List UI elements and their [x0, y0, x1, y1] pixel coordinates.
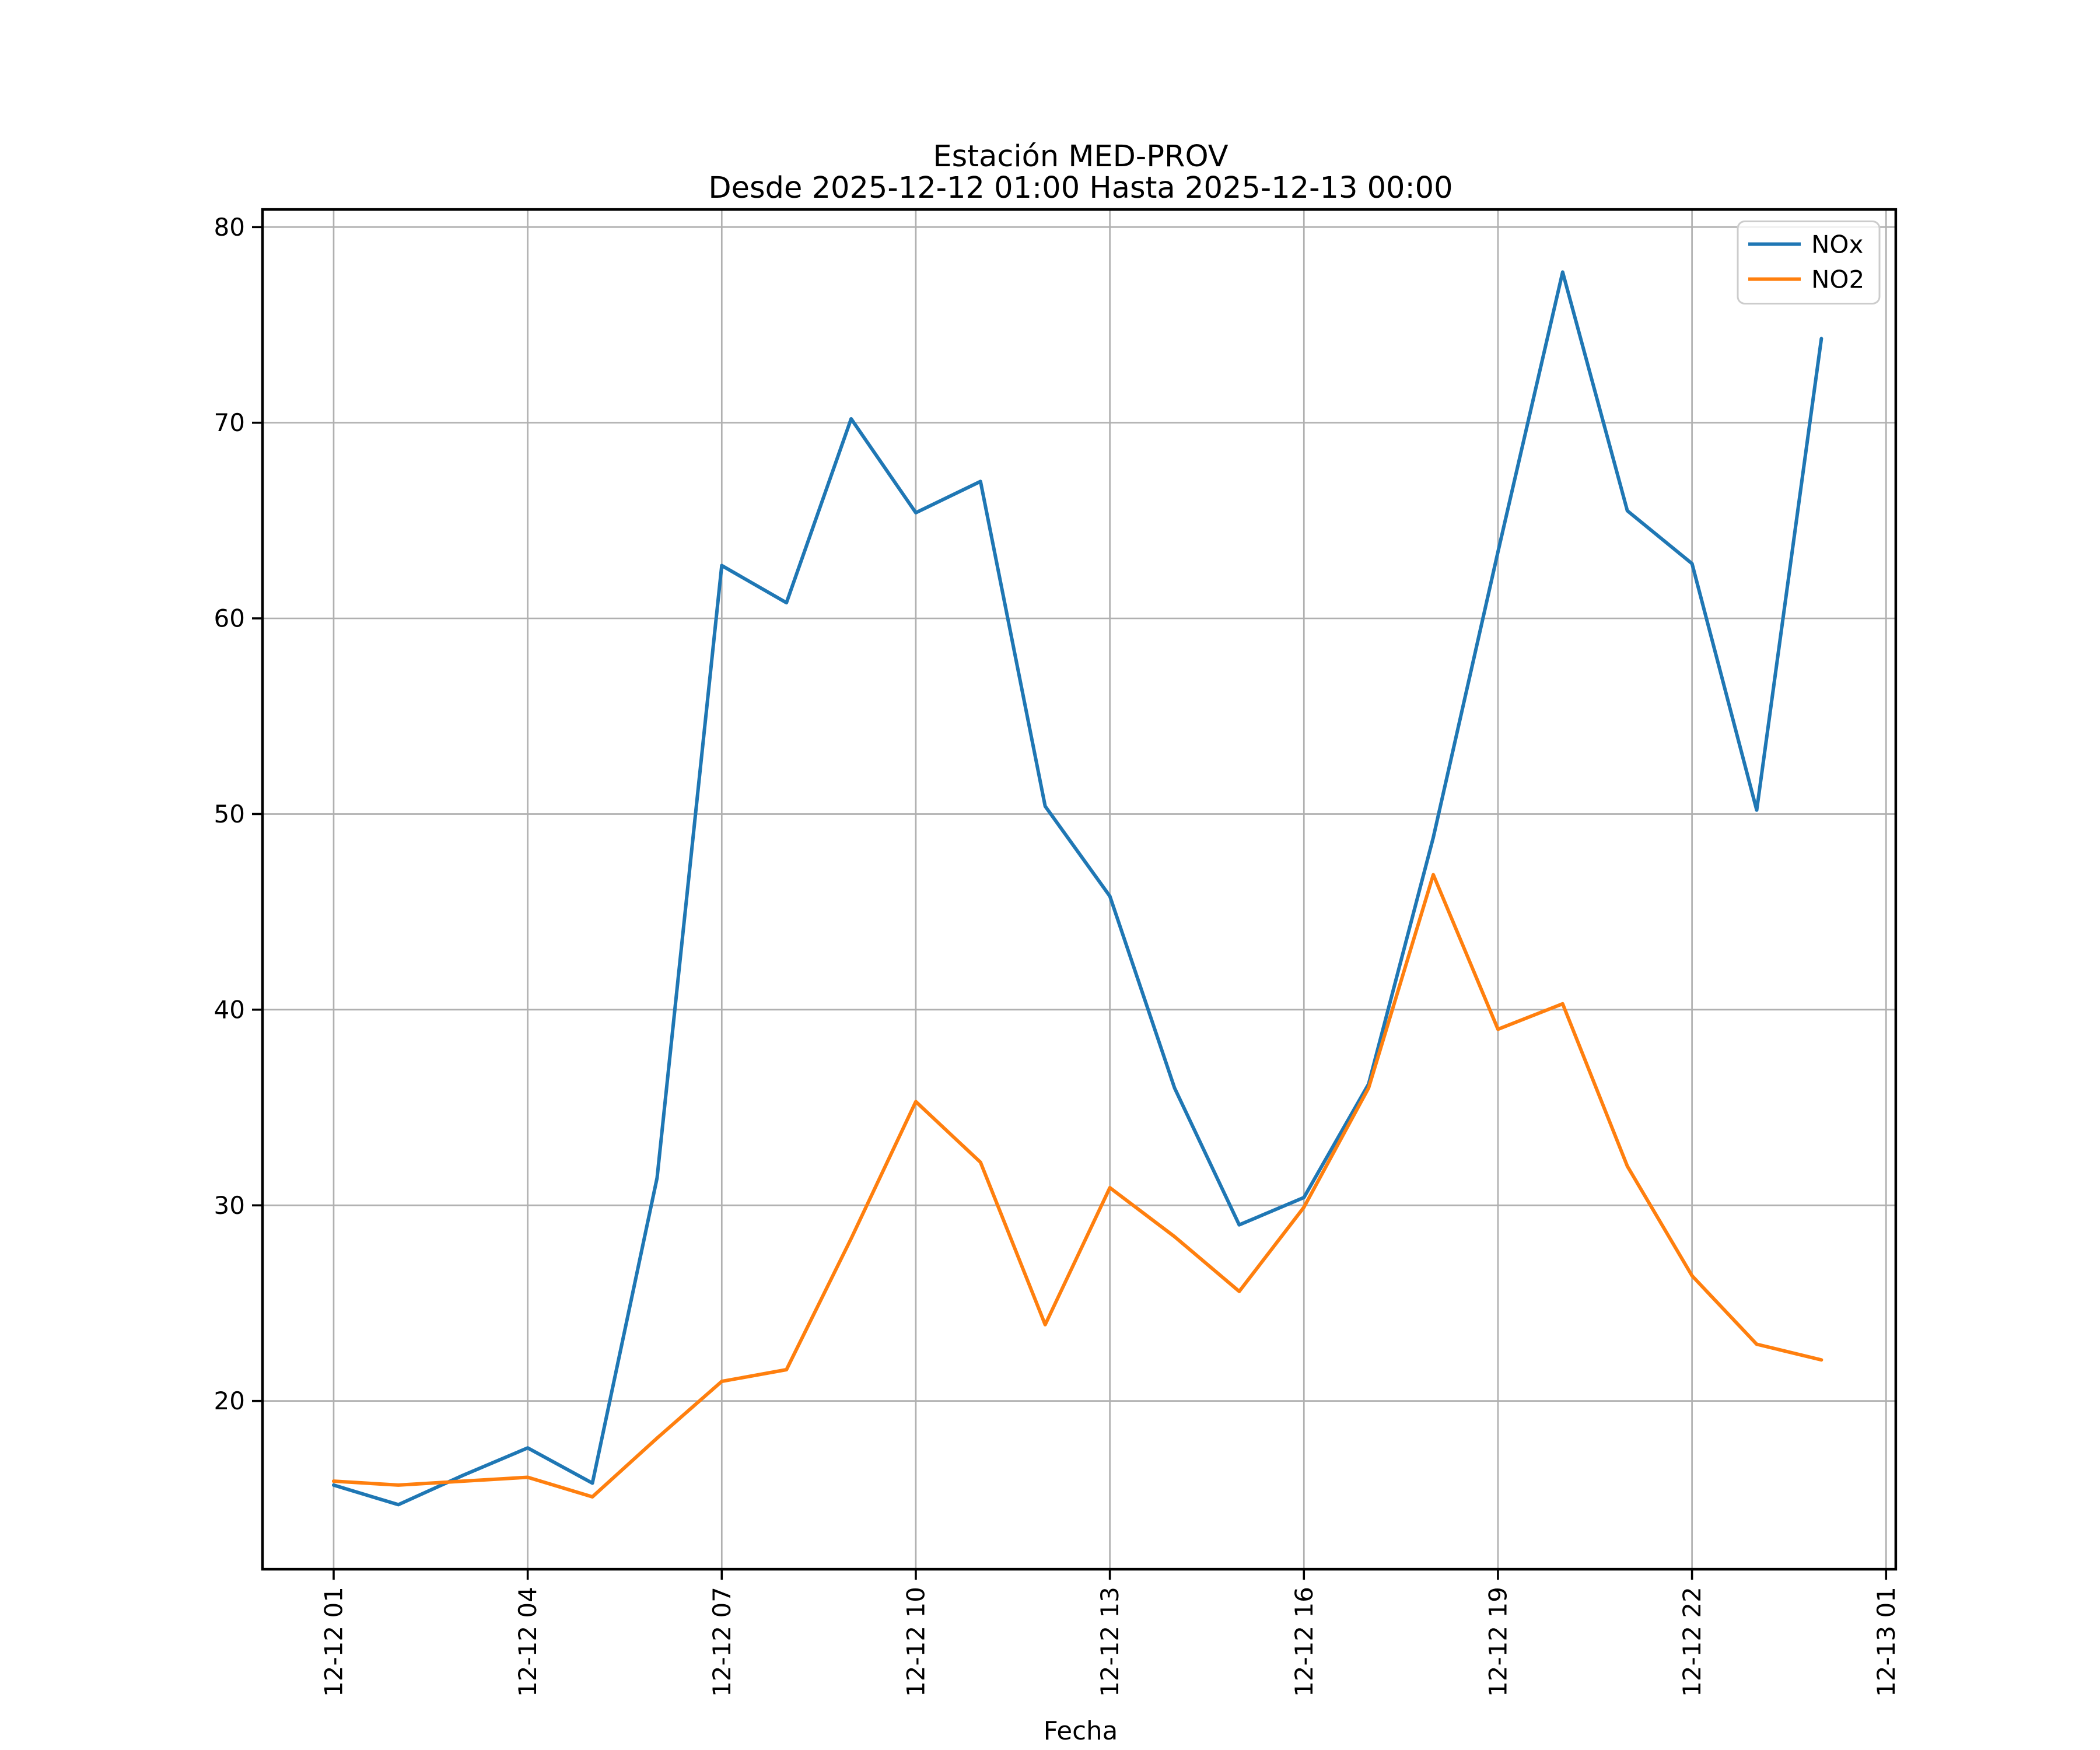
- x-tick-label: 12-12 01: [319, 1587, 348, 1697]
- y-tick-label: 60: [214, 604, 245, 633]
- x-tick-label: 12-12 19: [1483, 1587, 1512, 1697]
- legend-label-no2: NO2: [1811, 265, 1864, 294]
- legend-label-nox: NOx: [1811, 230, 1863, 259]
- series-line-no2: [331, 873, 1824, 1499]
- chart-title: Estación MED-PROV: [933, 139, 1228, 174]
- axes-spines: [261, 208, 1898, 1571]
- x-tick-label: 12-12 04: [513, 1587, 542, 1697]
- legend: NOx NO2: [1737, 220, 1881, 304]
- y-tick-label: 70: [214, 408, 245, 437]
- series-line-nox: [331, 270, 1824, 1507]
- x-axis-label: Fecha: [1044, 1717, 1118, 1746]
- plot-area: 12-12 01 12-12 04 12-12 07 12-12 10 12-12 13…: [214, 208, 1901, 1697]
- y-tick-label: 80: [214, 213, 245, 242]
- x-tick-label: 12-12 10: [901, 1587, 930, 1697]
- y-tick-label: 40: [214, 995, 245, 1024]
- y-tick-label: 50: [214, 800, 245, 828]
- x-tick-label: 12-12 22: [1678, 1587, 1706, 1697]
- y-tick-label: 20: [214, 1387, 245, 1415]
- legend-box: [1737, 220, 1881, 304]
- x-tick-label: 12-12 13: [1096, 1587, 1124, 1697]
- x-tick-label: 12-13 01: [1872, 1587, 1901, 1697]
- chart-subtitle: Desde 2025-12-12 01:00 Hasta 2025-12-13 …: [708, 171, 1452, 205]
- y-tick-label: 30: [214, 1191, 245, 1220]
- x-tick-label: 12-12 16: [1290, 1587, 1318, 1697]
- x-tick-label: 12-12 07: [708, 1587, 736, 1697]
